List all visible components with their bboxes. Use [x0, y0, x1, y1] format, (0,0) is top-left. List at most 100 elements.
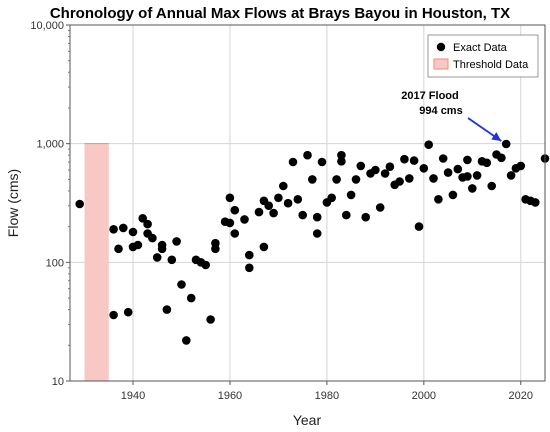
data-point: [482, 158, 492, 168]
data-point: [317, 157, 327, 167]
data-point: [288, 157, 298, 167]
data-point: [109, 225, 118, 234]
data-point: [395, 177, 404, 186]
data-point: [463, 172, 472, 181]
data-point: [279, 181, 288, 191]
data-point: [487, 181, 497, 191]
data-point: [143, 219, 152, 229]
y-axis-label: Flow (cms): [5, 169, 21, 237]
data-point: [405, 174, 414, 183]
annotation-arrow-head: [491, 132, 502, 141]
data-point: [501, 139, 511, 149]
x-tick-label: 1940: [121, 390, 145, 402]
data-point: [506, 171, 516, 180]
data-point: [240, 215, 249, 224]
data-point: [332, 175, 341, 184]
data-points: [75, 139, 550, 345]
data-point: [206, 315, 215, 324]
annotation-2017-flood: 2017 Flood 994 cms: [401, 90, 502, 142]
data-point: [225, 218, 235, 228]
data-point: [409, 156, 419, 165]
annotation-line1: 2017 Flood: [401, 90, 458, 102]
data-point: [119, 223, 128, 233]
threshold-region: [84, 143, 109, 381]
data-point: [346, 190, 356, 200]
data-point: [351, 175, 361, 184]
data-point: [497, 153, 506, 163]
data-point: [254, 207, 264, 217]
data-point: [225, 193, 235, 203]
data-point: [327, 193, 337, 203]
data-point: [162, 305, 172, 314]
data-point: [152, 253, 162, 262]
data-point: [264, 201, 274, 210]
x-tick-label: 1960: [218, 390, 242, 402]
data-point: [138, 214, 147, 223]
data-point: [434, 195, 443, 204]
data-point: [443, 168, 453, 177]
plot-border: [69, 24, 546, 382]
data-point: [201, 260, 210, 270]
data-point: [337, 150, 346, 160]
data-point: [453, 164, 463, 174]
data-point: [385, 162, 395, 171]
legend-box: [427, 34, 539, 78]
data-point: [312, 212, 322, 222]
data-point: [245, 250, 254, 260]
data-point: [448, 190, 458, 200]
data-point: [419, 164, 429, 173]
data-point: [167, 255, 177, 265]
legend-label-exact: Exact Data: [453, 42, 508, 54]
data-point: [429, 174, 438, 183]
data-point: [109, 310, 118, 320]
data-point: [414, 222, 424, 231]
annotation-line2: 994 cms: [419, 105, 462, 117]
data-point: [337, 157, 346, 166]
y-tick-label: 10,000: [30, 20, 64, 32]
data-point: [312, 229, 322, 238]
x-tick-label: 2020: [509, 390, 533, 402]
data-point: [75, 199, 84, 209]
data-point: [245, 263, 254, 273]
data-point: [293, 195, 303, 204]
data-point: [157, 240, 167, 250]
data-point: [516, 161, 526, 171]
data-point: [128, 227, 138, 237]
y-tick-label: 100: [46, 257, 64, 269]
x-axis-label: Year: [293, 412, 322, 428]
x-axis-ticks: 1940 1960 1980 2000 2020: [121, 381, 533, 402]
data-point: [400, 154, 409, 164]
data-point: [211, 238, 220, 248]
data-point: [303, 150, 312, 160]
x-tick-label: 2000: [412, 390, 436, 402]
data-point: [463, 155, 472, 165]
data-point: [186, 293, 196, 303]
legend-label-threshold: Threshold Data: [453, 59, 529, 71]
legend-swatch-threshold: [433, 58, 449, 70]
data-point: [283, 198, 293, 208]
data-point: [380, 169, 390, 178]
data-point: [177, 280, 186, 289]
data-point: [308, 175, 317, 184]
y-axis-ticks: 10 100 1,000 10,000: [30, 20, 70, 388]
data-point: [148, 233, 157, 243]
data-point: [133, 240, 143, 250]
data-point: [468, 184, 477, 193]
x-tick-label: 1980: [315, 390, 339, 402]
chart-title: Chronology of Annual Max Flows at Brays …: [50, 5, 510, 22]
data-point: [438, 154, 448, 163]
y-tick-label: 1,000: [36, 139, 64, 151]
data-point: [269, 208, 278, 218]
data-point: [114, 244, 123, 254]
plot-area: [70, 25, 545, 381]
legend: Exact Data Threshold Data: [427, 34, 539, 78]
data-point: [230, 205, 240, 215]
data-point: [356, 161, 366, 171]
data-point: [123, 307, 133, 317]
data-point: [259, 242, 269, 252]
data-point: [375, 203, 385, 212]
data-point: [472, 171, 482, 180]
data-point: [361, 212, 371, 222]
data-point: [342, 210, 351, 220]
